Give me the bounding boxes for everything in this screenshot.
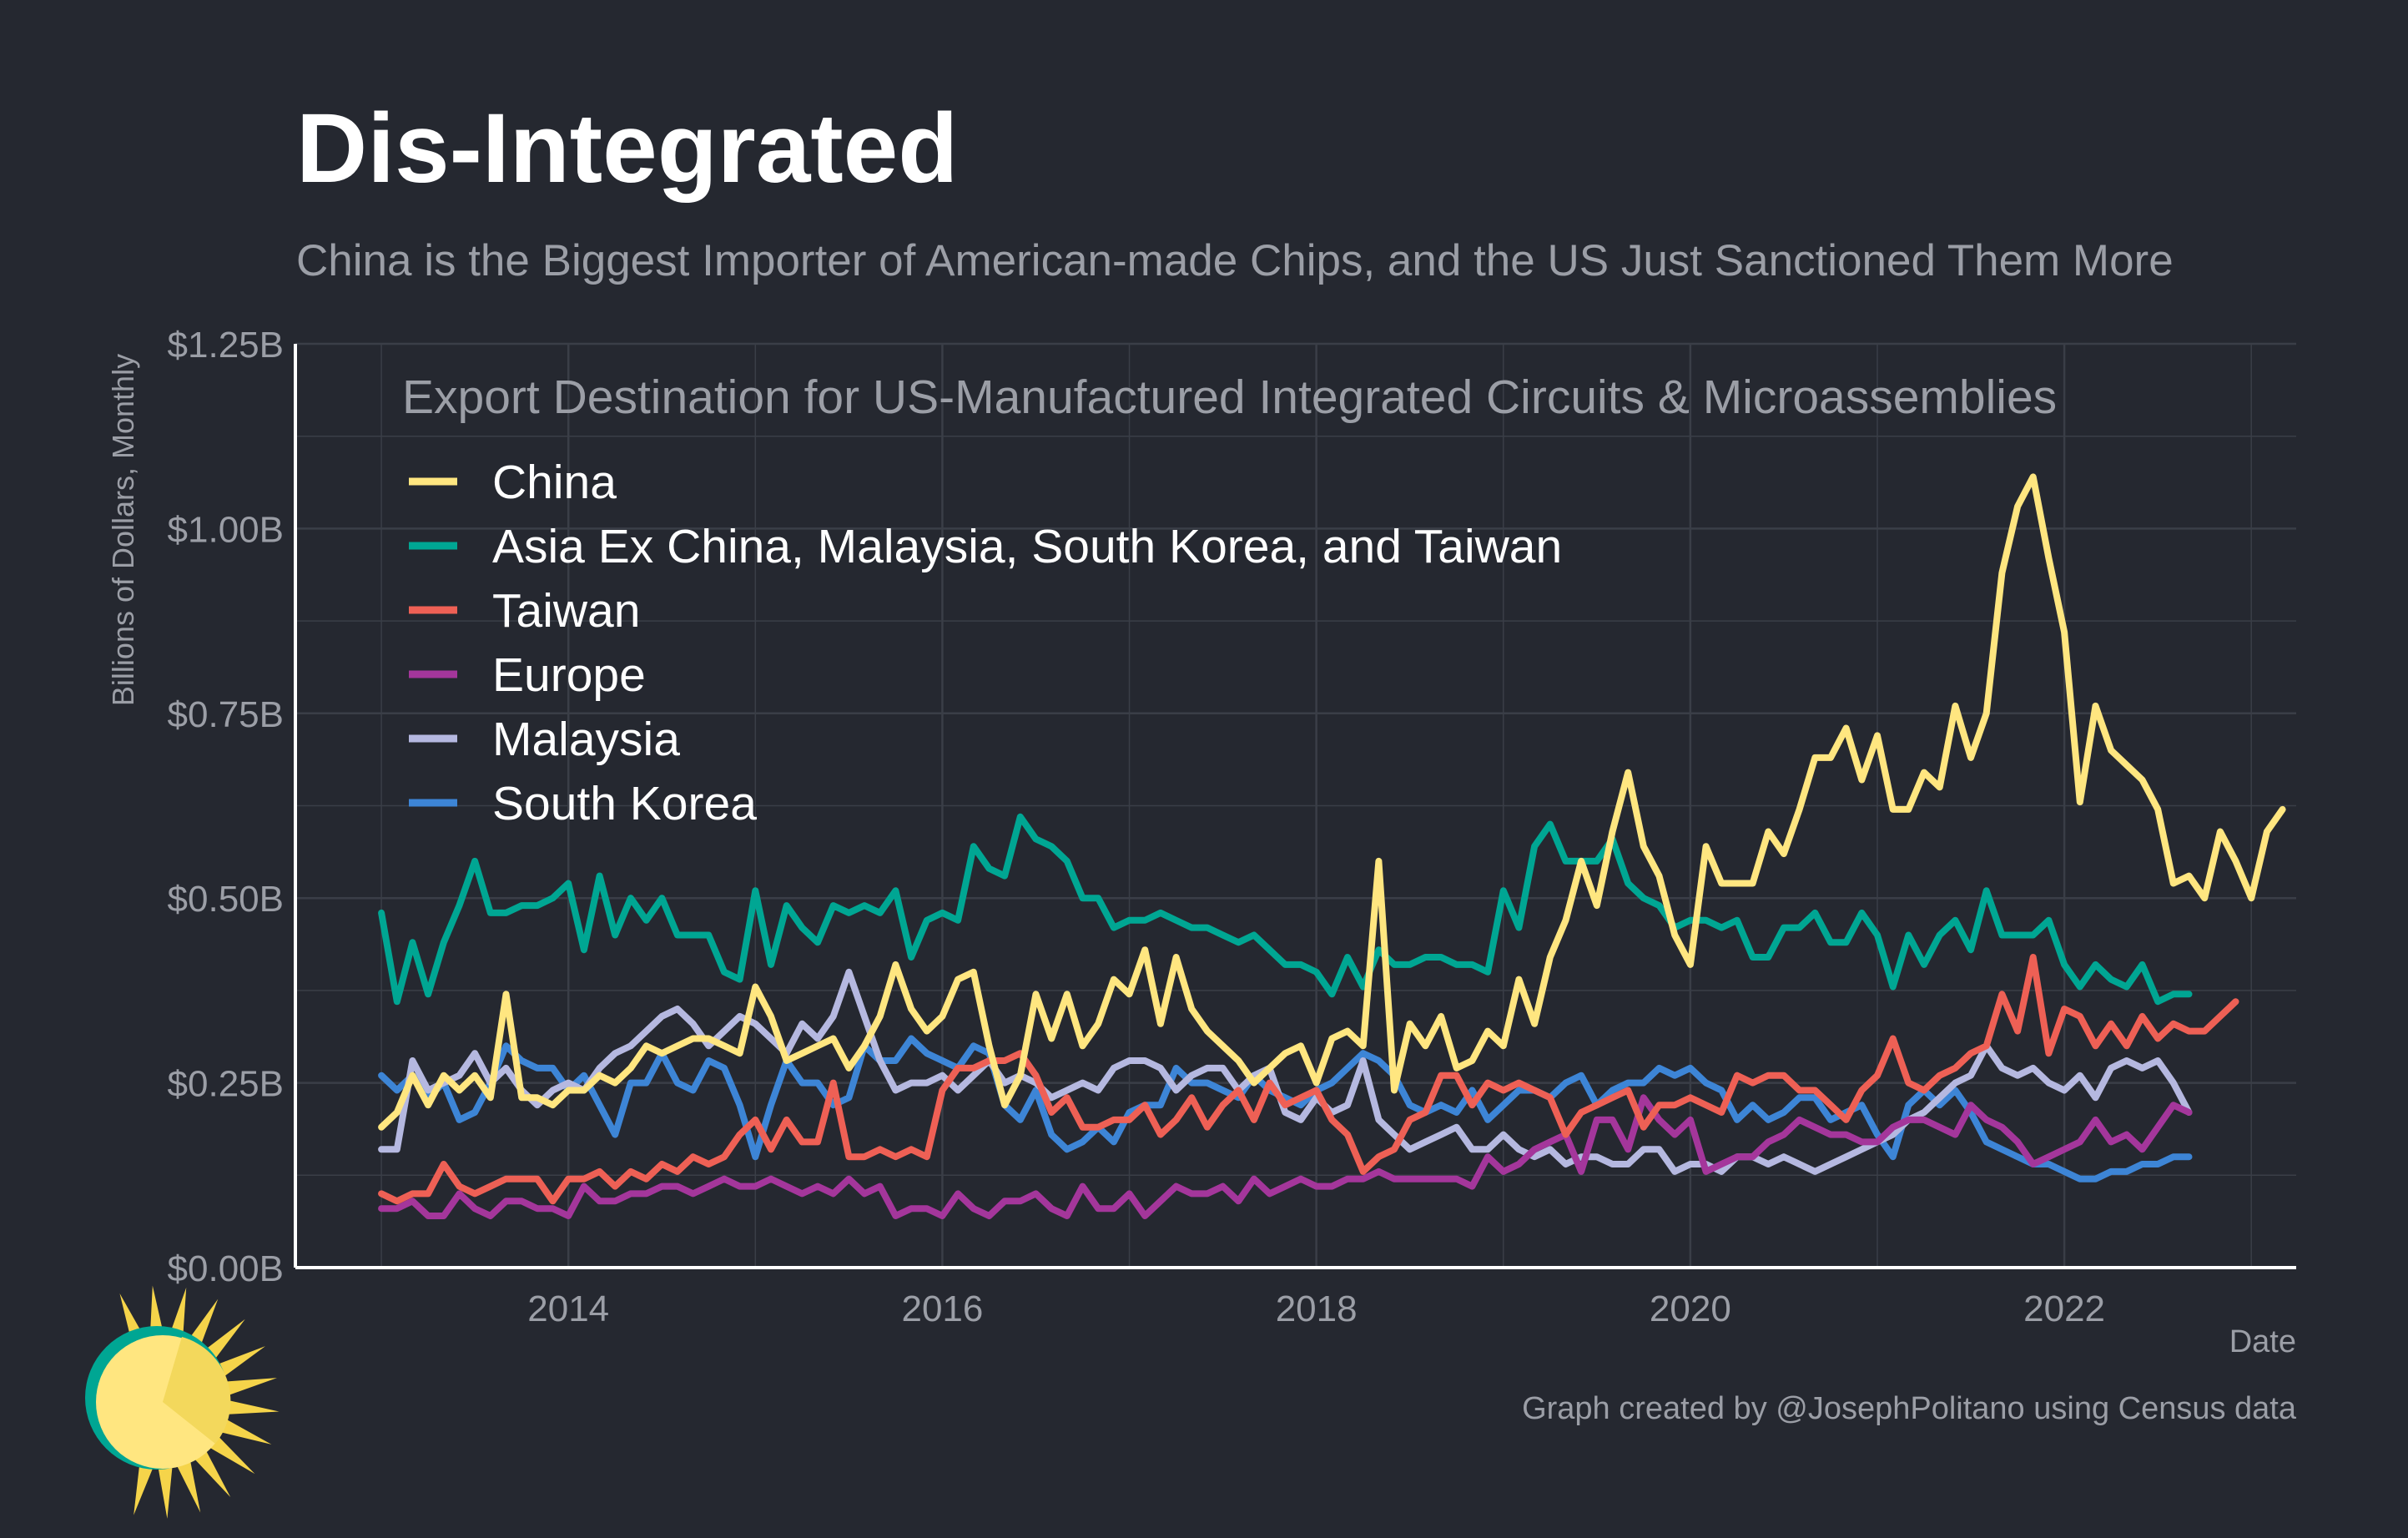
- sun-ray: [226, 1399, 280, 1414]
- legend-label: Malaysia: [492, 713, 680, 766]
- sun-ray: [176, 1460, 201, 1513]
- legend: China Asia Ex China, Malaysia, South Kore…: [409, 456, 1562, 830]
- legend-title: Export Destination for US-Manufactured I…: [402, 371, 2057, 424]
- sun-ray: [203, 1319, 245, 1362]
- caption: Graph created by @JosephPolitano using C…: [1522, 1391, 2297, 1426]
- chart-title: Dis-Integrated: [296, 93, 958, 204]
- sun-shade: [163, 1337, 231, 1444]
- series-line-taiwan: [378, 954, 2239, 1205]
- sun-ray: [216, 1346, 266, 1378]
- legend-label: Europe: [492, 648, 646, 702]
- legend-label: Asia Ex China, Malaysia, South Korea, an…: [492, 520, 1562, 573]
- chart-subtitle: China is the Biggest Importer of America…: [296, 236, 2174, 285]
- x-tick-label: 2020: [1650, 1288, 1731, 1329]
- sun-ray: [133, 1462, 154, 1515]
- y-axis-label: Billions of Dollars, Monthly: [106, 354, 140, 706]
- sun-ray: [158, 1466, 173, 1519]
- x-axis-label: Date: [2229, 1324, 2296, 1359]
- y-tick-label: $1.25B: [168, 325, 284, 366]
- y-tick-label: $0.25B: [168, 1064, 284, 1105]
- y-tick-label: $0.50B: [168, 879, 284, 920]
- x-tick-label: 2014: [527, 1288, 609, 1329]
- sun-icon: [85, 1285, 280, 1519]
- y-tick-label: $0.75B: [168, 694, 284, 735]
- sun-ray: [194, 1450, 231, 1498]
- series-line-china: [378, 473, 2286, 1131]
- series-line-malaysia: [378, 968, 2193, 1175]
- series-line-south-korea: [378, 1035, 2193, 1182]
- sun-rays: [119, 1285, 280, 1519]
- legend-label: Taiwan: [492, 584, 640, 638]
- series-line-asia-ex-china-malaysia-south-korea-and-taiwan: [378, 813, 2193, 1006]
- x-tick-label: 2016: [901, 1288, 983, 1329]
- sun-ray: [224, 1378, 277, 1396]
- legend-label: South Korea: [492, 777, 757, 830]
- x-axis-ticks: 2014 2016 2018 2020 2022: [527, 1288, 2105, 1329]
- axes: [294, 344, 2296, 1269]
- legend-label: China: [492, 456, 617, 509]
- series-line-europe: [378, 1094, 2193, 1219]
- sun-ray: [220, 1419, 272, 1445]
- sun-ray: [149, 1285, 164, 1339]
- x-tick-label: 2018: [1276, 1288, 1358, 1329]
- sun-ray: [169, 1287, 187, 1340]
- y-tick-label: $1.00B: [168, 509, 284, 550]
- sun-ray: [209, 1435, 255, 1475]
- series-lines: [378, 473, 2286, 1219]
- y-axis-ticks: $0.00B $0.25B $0.50B $0.75B $1.00B $1.25B: [168, 325, 284, 1289]
- x-tick-label: 2022: [2023, 1288, 2105, 1329]
- y-tick-label: $0.00B: [168, 1248, 284, 1289]
- sun-ray: [187, 1298, 219, 1349]
